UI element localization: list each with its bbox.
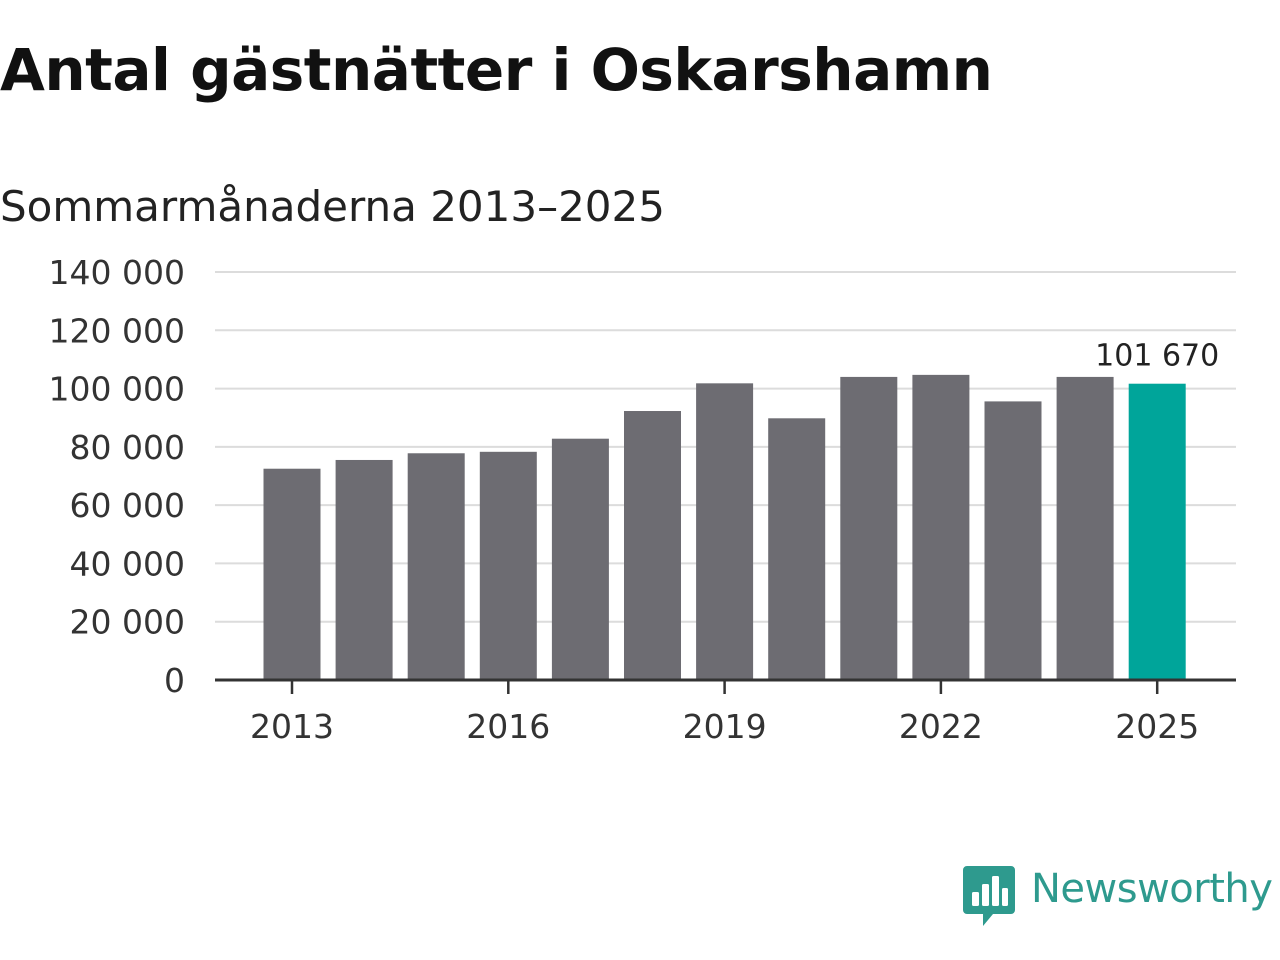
- brand-logo: Newsworthy: [963, 864, 1280, 928]
- bars: [263, 374, 1186, 680]
- y-tick-label: 0: [164, 661, 185, 700]
- bar-2014: [335, 459, 393, 680]
- bar-2013: [263, 468, 321, 680]
- bar-2017: [551, 438, 609, 680]
- newsworthy-logo-icon: [963, 866, 1015, 926]
- chart-title: Antal gästnätter i Oskarshamn: [0, 36, 993, 104]
- labels: 0 20 000 40 000 60 000 80 000 100 000 120 000 1…: [49, 253, 1220, 746]
- x-tick-label: 2022: [899, 707, 983, 746]
- bar-2016: [479, 451, 537, 680]
- bar-2025: [1128, 383, 1186, 680]
- x-tick-label: 2013: [250, 707, 334, 746]
- y-tick-label: 40 000: [70, 544, 185, 583]
- x-tick-label: 2025: [1115, 707, 1199, 746]
- y-tick-label: 60 000: [70, 486, 185, 525]
- bar-2015: [407, 453, 465, 680]
- y-tick-label: 20 000: [70, 603, 185, 642]
- bar-2023: [984, 401, 1042, 680]
- bar-2019: [696, 383, 754, 680]
- chart-subtitle: Sommarmånaderna 2013–2025: [0, 182, 665, 231]
- bar-chart: 0 20 000 40 000 60 000 80 000 100 000 120 000 1…: [49, 253, 1236, 746]
- y-tick-label: 120 000: [49, 311, 185, 350]
- y-tick-label: 100 000: [49, 370, 185, 409]
- bar-2018: [624, 411, 681, 680]
- x-tick-label: 2016: [466, 707, 550, 746]
- bar-2021: [840, 376, 898, 680]
- y-tick-label: 140 000: [49, 253, 185, 292]
- bar-2022: [912, 374, 970, 680]
- bar-2020: [768, 418, 826, 680]
- y-tick-label: 80 000: [70, 428, 185, 467]
- brand-name: Newsworthy: [1031, 866, 1273, 912]
- x-tick-label: 2019: [683, 707, 767, 746]
- data-label: 101 670: [1095, 339, 1219, 374]
- axes: [215, 678, 1236, 694]
- bar-2024: [1056, 376, 1114, 680]
